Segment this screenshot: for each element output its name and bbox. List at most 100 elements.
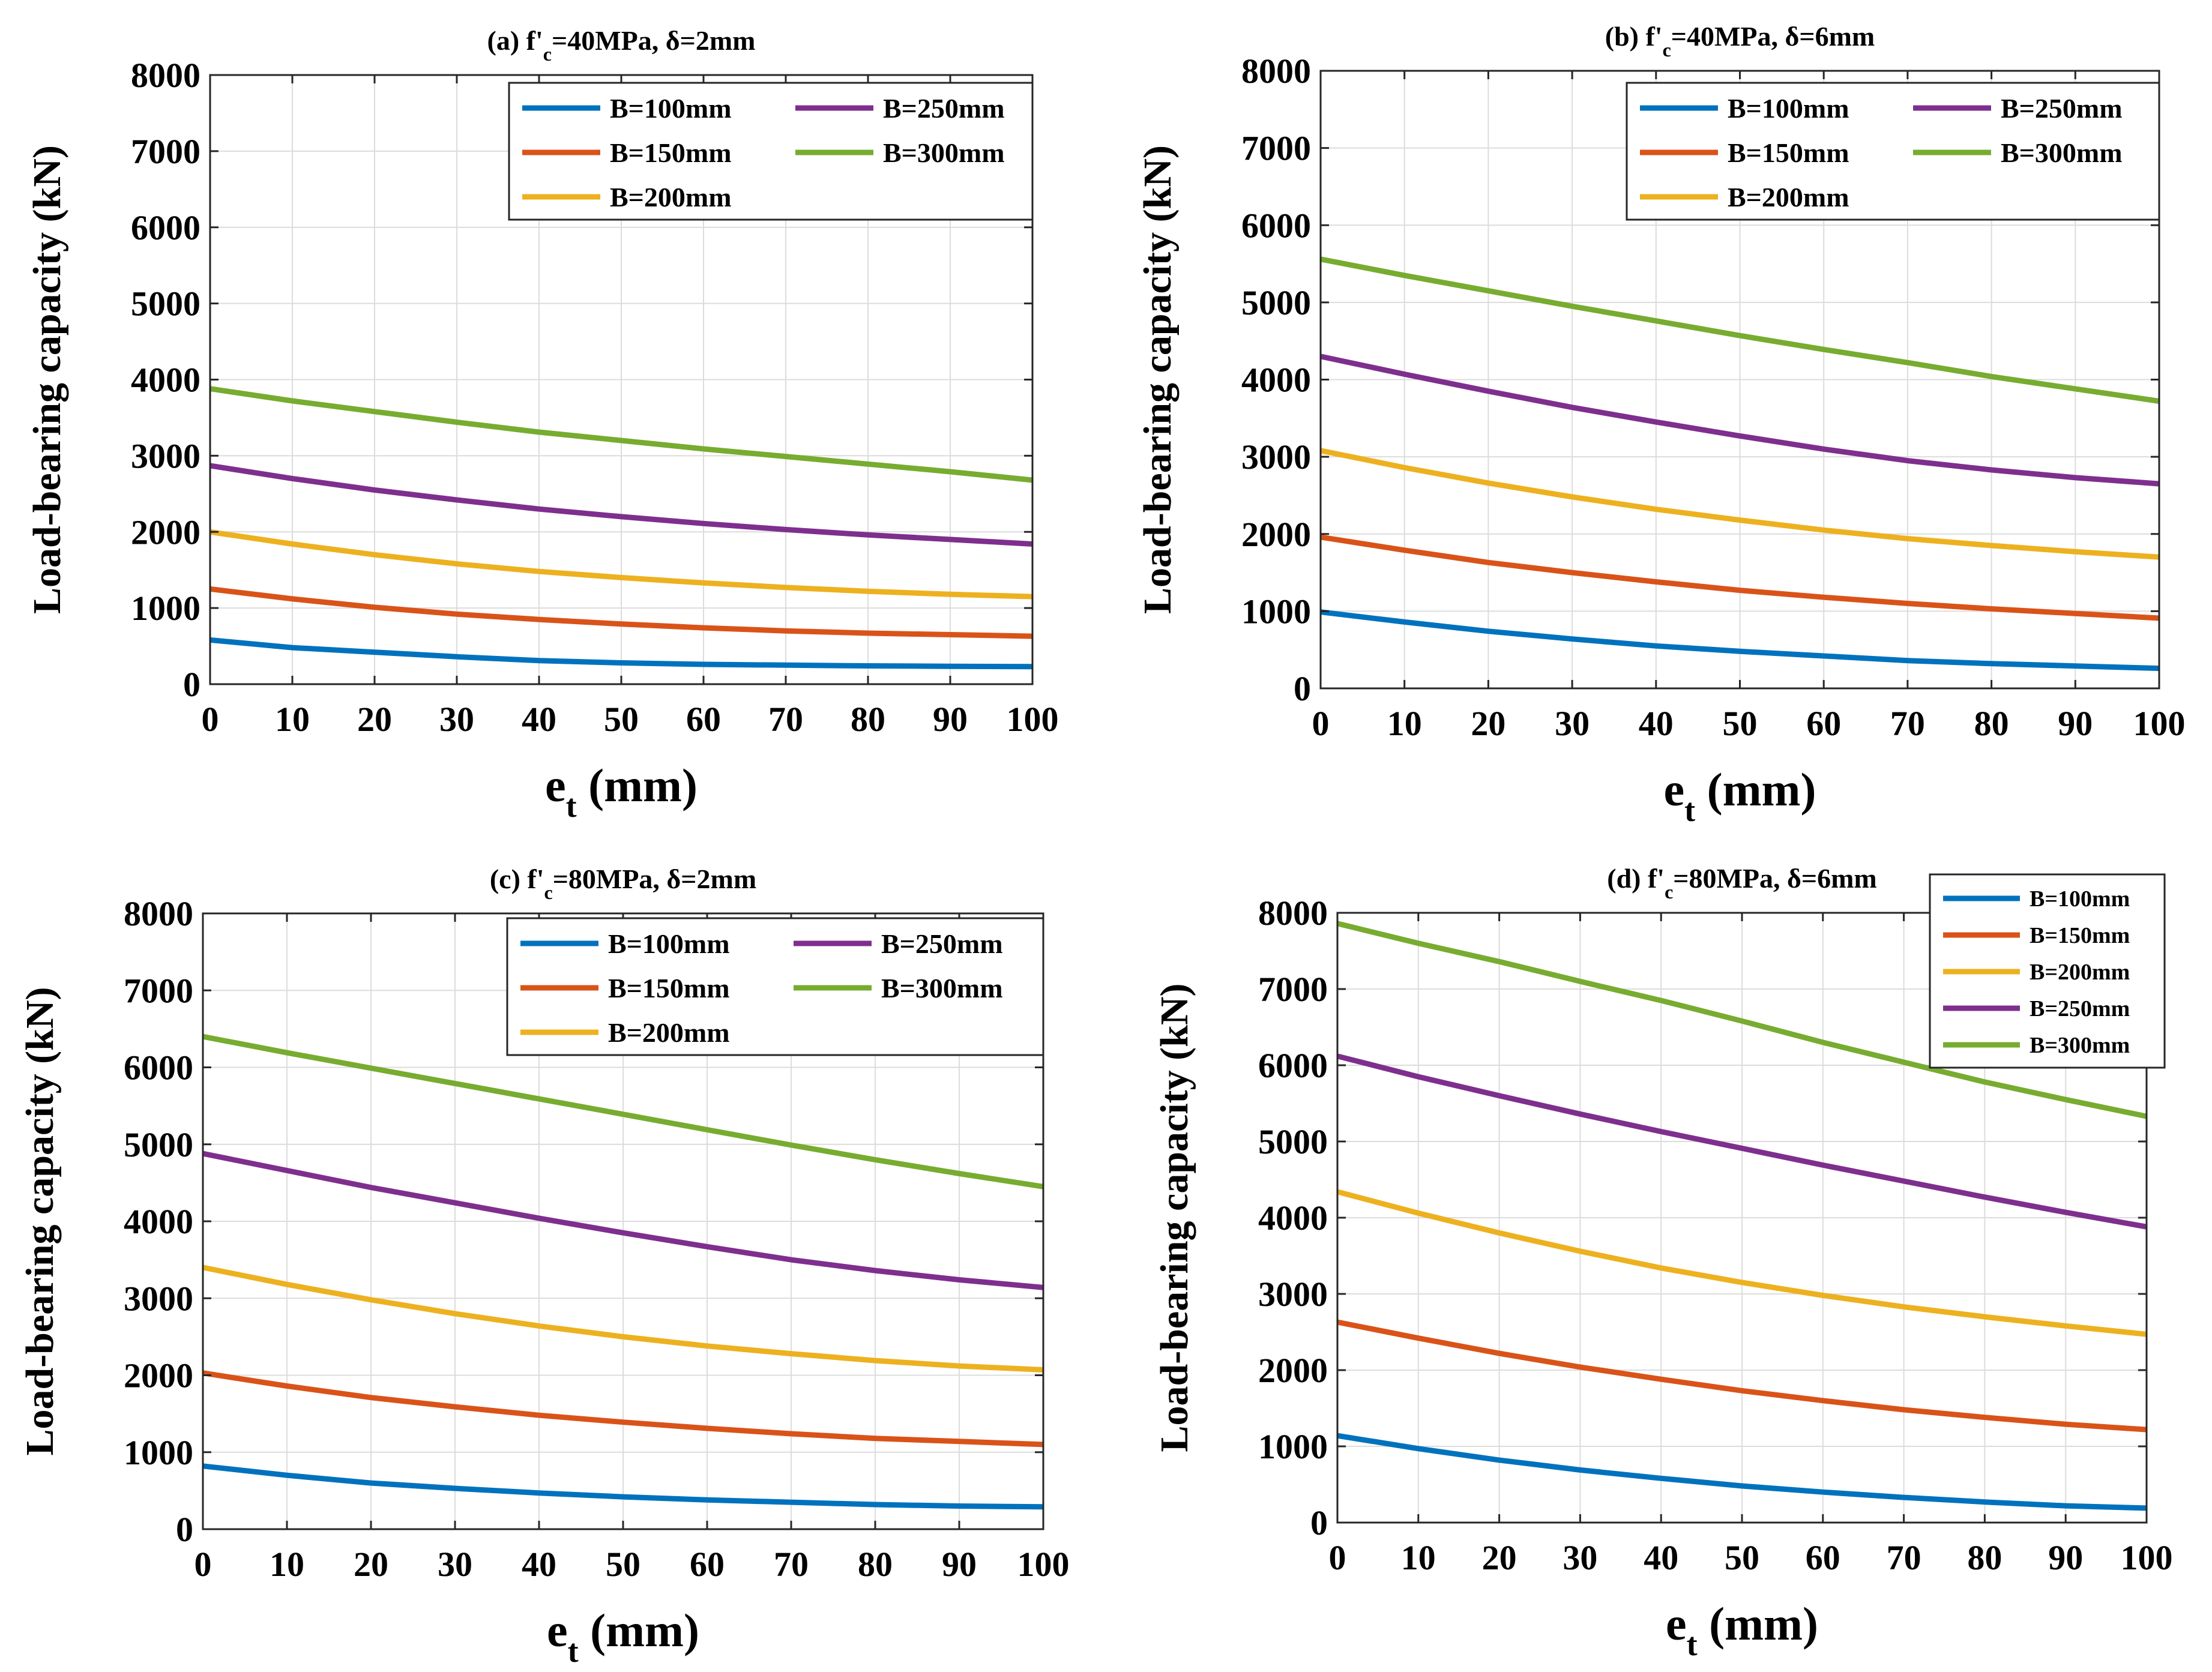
title-suffix: =80MPa, δ=6mm — [1673, 863, 1876, 894]
y-tick-label: 4000 — [124, 1202, 193, 1241]
legend-label: B=150mm — [608, 973, 730, 1003]
x-tick-label: 30 — [439, 700, 474, 739]
legend-label: B=200mm — [608, 1017, 730, 1048]
x-label-subscript: t — [1684, 792, 1695, 828]
y-axis-label: Load-bearing capacity (kN) — [25, 145, 69, 614]
title-prefix: (c) f' — [490, 864, 544, 894]
x-tick-label: 100 — [2121, 1538, 2173, 1577]
x-tick-label: 80 — [851, 700, 885, 739]
x-tick-label: 90 — [2058, 704, 2093, 743]
legend-label: B=250mm — [2030, 996, 2130, 1021]
y-tick-label: 0 — [183, 665, 200, 704]
y-tick-label: 6000 — [124, 1048, 193, 1087]
legend: B=100mm B=150mm B=200mm B=250mm B=300mm — [507, 918, 1043, 1055]
y-tick-label: 8000 — [131, 56, 200, 95]
x-tick-label: 80 — [1974, 704, 2009, 743]
y-tick-label: 5000 — [1258, 1122, 1328, 1161]
y-tick-label: 5000 — [1241, 283, 1311, 322]
y-tick-label: 3000 — [131, 436, 200, 475]
y-tick-label: 6000 — [131, 208, 200, 247]
x-label-main: e — [1666, 1598, 1687, 1650]
x-tick-label: 60 — [690, 1545, 725, 1584]
x-tick-label: 50 — [606, 1545, 640, 1584]
x-tick-label: 0 — [194, 1545, 212, 1584]
legend-label: B=200mm — [1728, 182, 1849, 212]
y-tick-label: 3000 — [1258, 1275, 1328, 1314]
x-label-unit: (mm) — [577, 759, 698, 811]
title-subscript: c — [1663, 39, 1671, 61]
x-tick-label: 40 — [1639, 704, 1674, 743]
y-axis-label: Load-bearing capacity (kN) — [1136, 145, 1180, 614]
x-tick-label: 30 — [438, 1545, 472, 1584]
legend-label: B=150mm — [610, 137, 732, 168]
y-tick-label: 2000 — [1258, 1351, 1328, 1390]
y-tick-label: 6000 — [1241, 206, 1311, 245]
title-prefix: (b) f' — [1605, 21, 1663, 52]
x-tick-label: 70 — [1890, 704, 1925, 743]
y-tick-label: 8000 — [1258, 894, 1328, 933]
figure-canvas: 0 10 20 30 40 50 60 70 80 90 100010002000300040005… — [0, 0, 2212, 1672]
x-label-unit: (mm) — [1698, 1598, 1818, 1650]
legend-label: B=100mm — [608, 928, 730, 959]
y-tick-label: 2000 — [1241, 515, 1311, 554]
x-tick-label: 20 — [354, 1545, 388, 1584]
x-label-subscript: t — [566, 788, 577, 824]
y-tick-label: 2000 — [124, 1356, 193, 1395]
legend-label: B=200mm — [610, 182, 732, 212]
x-tick-label: 0 — [1329, 1538, 1346, 1577]
x-tick-label: 70 — [768, 700, 803, 739]
y-tick-label: 6000 — [1258, 1046, 1328, 1085]
x-tick-label: 30 — [1555, 704, 1590, 743]
y-tick-label: 8000 — [124, 894, 193, 933]
y-axis-label: Load-bearing capacity (kN) — [1153, 984, 1196, 1452]
x-tick-label: 40 — [522, 700, 556, 739]
y-tick-label: 7000 — [124, 971, 193, 1010]
x-label-main: e — [1663, 763, 1684, 816]
legend-label: B=150mm — [2030, 923, 2130, 948]
legend: B=100mm B=150mm B=200mm B=250mm B=300mm — [1930, 874, 2165, 1068]
y-tick-label: 7000 — [131, 132, 200, 171]
y-tick-label: 3000 — [1241, 438, 1311, 477]
legend-label: B=300mm — [881, 973, 1003, 1003]
y-tick-label: 5000 — [131, 284, 200, 323]
y-tick-label: 1000 — [124, 1433, 193, 1472]
legend-label: B=200mm — [2030, 960, 2130, 985]
y-tick-label: 1000 — [1258, 1427, 1328, 1466]
x-tick-label: 90 — [942, 1545, 977, 1584]
y-tick-label: 4000 — [1241, 361, 1311, 400]
legend-label: B=250mm — [881, 928, 1003, 959]
x-tick-label: 70 — [1887, 1538, 1921, 1577]
y-tick-label: 2000 — [131, 513, 200, 552]
x-tick-label: 50 — [1725, 1538, 1759, 1577]
legend-label: B=250mm — [2001, 93, 2123, 124]
x-label-main: e — [545, 759, 566, 811]
title-prefix: (d) f' — [1607, 863, 1665, 894]
x-tick-label: 100 — [1007, 700, 1059, 739]
y-tick-label: 7000 — [1241, 129, 1311, 168]
y-tick-label: 0 — [176, 1510, 193, 1549]
legend-label: B=100mm — [1728, 93, 1849, 124]
y-tick-label: 4000 — [1258, 1198, 1328, 1237]
title-subscript: c — [544, 882, 553, 903]
x-tick-label: 20 — [357, 700, 392, 739]
x-tick-label: 80 — [1967, 1538, 2002, 1577]
x-tick-label: 60 — [1806, 1538, 1840, 1577]
x-tick-label: 30 — [1563, 1538, 1597, 1577]
x-tick-label: 10 — [1401, 1538, 1436, 1577]
y-tick-label: 1000 — [1241, 592, 1311, 631]
title-suffix: =80MPa, δ=2mm — [553, 864, 756, 894]
y-tick-label: 0 — [1310, 1503, 1328, 1542]
y-tick-label: 3000 — [124, 1279, 193, 1318]
legend-label: B=250mm — [883, 93, 1005, 124]
y-tick-label: 5000 — [124, 1125, 193, 1164]
x-tick-label: 50 — [1723, 704, 1758, 743]
x-tick-label: 0 — [1312, 704, 1330, 743]
legend-label: B=300mm — [2030, 1033, 2130, 1058]
y-tick-label: 1000 — [131, 589, 200, 628]
x-tick-label: 90 — [933, 700, 968, 739]
x-tick-label: 80 — [858, 1545, 893, 1584]
legend-label: B=300mm — [883, 137, 1005, 168]
x-tick-label: 40 — [522, 1545, 556, 1584]
y-tick-label: 8000 — [1241, 52, 1311, 91]
legend-label: B=300mm — [2001, 137, 2123, 168]
